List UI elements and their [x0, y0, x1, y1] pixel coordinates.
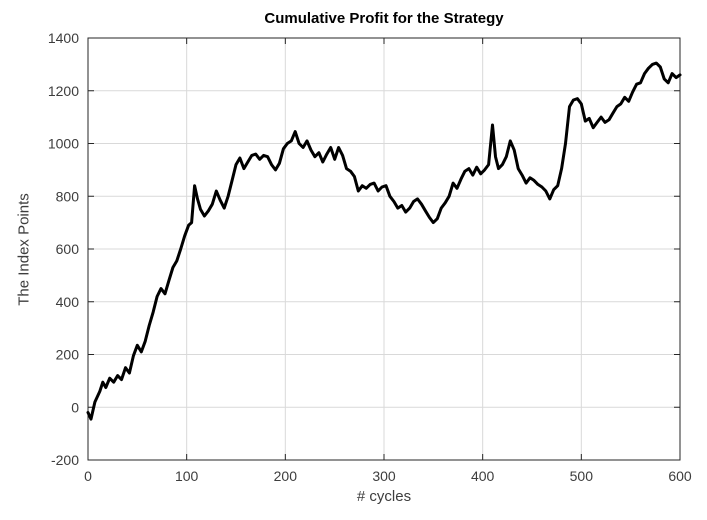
x-tick-label: 0	[84, 468, 92, 484]
y-tick-label: 400	[56, 294, 80, 310]
y-tick-label: 1400	[48, 30, 79, 46]
y-tick-label: 0	[71, 399, 79, 415]
y-tick-label: -200	[51, 452, 79, 468]
x-tick-label: 200	[274, 468, 298, 484]
y-axis-label: The Index Points	[15, 193, 33, 306]
chart-title: Cumulative Profit for the Strategy	[264, 10, 504, 27]
y-tick-label: 800	[56, 188, 80, 204]
y-tick-label: 600	[56, 241, 80, 257]
x-tick-label: 300	[372, 468, 396, 484]
x-tick-label: 600	[668, 468, 692, 484]
x-tick-label: 400	[471, 468, 495, 484]
y-tick-label: 1200	[48, 83, 79, 99]
x-axis-label: # cycles	[356, 488, 412, 505]
x-tick-label: 100	[175, 468, 199, 484]
y-tick-label: 200	[56, 347, 80, 363]
series-line-cumulative-profit	[86, 61, 682, 421]
x-tick-label: 500	[570, 468, 594, 484]
y-tick-label: 1000	[48, 136, 79, 152]
